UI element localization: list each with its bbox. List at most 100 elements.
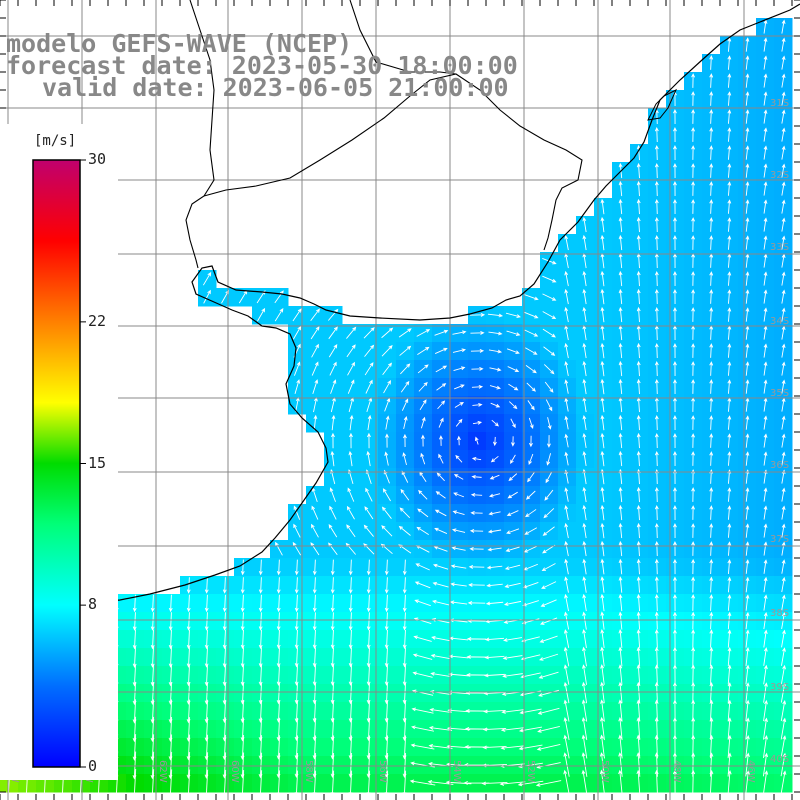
wind-arrow (763, 163, 768, 178)
wind-arrow (654, 144, 659, 161)
wind-arrow (636, 198, 641, 215)
wind-arrow (482, 727, 507, 732)
longitude-label: 54W (451, 760, 462, 783)
wind-arrow (524, 527, 537, 535)
wind-arrow (258, 647, 263, 668)
wind-arrow (384, 647, 389, 668)
wind-arrow (709, 541, 714, 556)
wind-arrow (409, 779, 436, 786)
wind-arrow (545, 471, 553, 484)
wind-arrow (672, 769, 677, 796)
wind-arrow (618, 450, 623, 467)
wind-arrow (483, 709, 506, 714)
wind-arrow (709, 415, 714, 430)
latitude-label: 33S (770, 242, 789, 253)
wind-arrow (434, 527, 448, 534)
wind-arrow (451, 546, 466, 551)
wind-arrow (414, 599, 431, 607)
wind-arrow (488, 493, 501, 498)
wind-arrow (258, 577, 263, 594)
wind-arrow (618, 270, 623, 287)
wind-arrow (563, 769, 570, 796)
wind-arrow (618, 611, 623, 630)
wind-arrow (542, 526, 555, 536)
wind-arrow (745, 271, 750, 286)
wind-arrow (507, 366, 520, 372)
wind-arrow (412, 671, 433, 678)
wind-arrow (745, 163, 750, 178)
wind-arrow (294, 559, 299, 576)
wind-arrow (691, 433, 696, 448)
wind-arrow (745, 181, 750, 196)
wind-arrow (673, 576, 677, 593)
wind-arrow (727, 361, 732, 376)
wind-arrow (673, 594, 677, 611)
wind-arrow (763, 505, 768, 520)
legend-tick-label: 8 (88, 595, 98, 614)
wind-arrow (709, 505, 714, 520)
wind-arrow (310, 326, 320, 340)
wind-arrow (636, 681, 641, 704)
wind-arrow (453, 474, 464, 480)
wind-arrow (691, 451, 696, 466)
wind-arrow (330, 379, 337, 394)
wind-arrow (564, 361, 569, 377)
wind-arrow (507, 491, 518, 499)
wind-arrow (709, 769, 714, 796)
wind-arrow (528, 417, 534, 430)
wind-arrow (636, 378, 641, 395)
wind-arrow (453, 384, 465, 390)
legend-colorbar (32, 159, 81, 768)
legend-tick-label: 22 (88, 311, 107, 330)
wind-arrow (508, 473, 518, 482)
wind-arrow (745, 37, 750, 52)
wind-arrow (763, 594, 768, 611)
wind-arrow (636, 540, 641, 557)
wind-arrow (673, 558, 677, 575)
wind-arrow (538, 689, 560, 697)
wind-arrow (709, 91, 714, 106)
wind-arrow (691, 576, 696, 593)
wind-arrow (600, 270, 605, 287)
wind-arrow (600, 288, 605, 305)
wind-arrow (582, 450, 587, 467)
latitude-labels: 31S32S33S34S35S36S37S38S39S40S41S (770, 98, 789, 765)
wind-arrow (564, 558, 569, 575)
wind-arrow (450, 564, 467, 569)
wind-arrow (618, 558, 623, 575)
wind-arrow (673, 379, 677, 394)
wind-arrow (222, 647, 227, 668)
wind-arrow (563, 699, 570, 722)
wind-arrow (781, 361, 786, 376)
wind-arrow (582, 611, 587, 630)
wind-arrow (581, 752, 588, 777)
wind-arrow (781, 217, 786, 232)
wind-arrow (781, 612, 786, 629)
wind-arrow (654, 486, 659, 503)
wind-arrow (709, 682, 714, 703)
wind-arrow (294, 577, 299, 594)
wind-arrow (470, 330, 485, 335)
wind-arrow (348, 629, 353, 650)
wind-arrow (511, 436, 515, 447)
wind-arrow (636, 450, 641, 467)
wind-arrow (506, 510, 519, 516)
wind-arrow (509, 401, 518, 410)
wind-arrow (618, 180, 623, 197)
wind-arrow (600, 342, 605, 359)
wind-arrow (727, 734, 732, 759)
wind-arrow (294, 379, 301, 395)
wind-arrow (673, 611, 677, 630)
wind-arrow (654, 108, 659, 125)
wind-arrow (349, 414, 354, 431)
wind-arrow (168, 769, 173, 798)
wind-arrow (436, 472, 445, 482)
wind-arrow (780, 682, 787, 703)
wind-arrow (762, 735, 769, 758)
wind-arrow (781, 91, 786, 106)
wind-arrow (417, 346, 430, 355)
wind-arrow (581, 681, 588, 704)
wind-arrow (347, 361, 355, 376)
wind-arrow (472, 402, 483, 407)
wind-arrow (485, 601, 504, 606)
